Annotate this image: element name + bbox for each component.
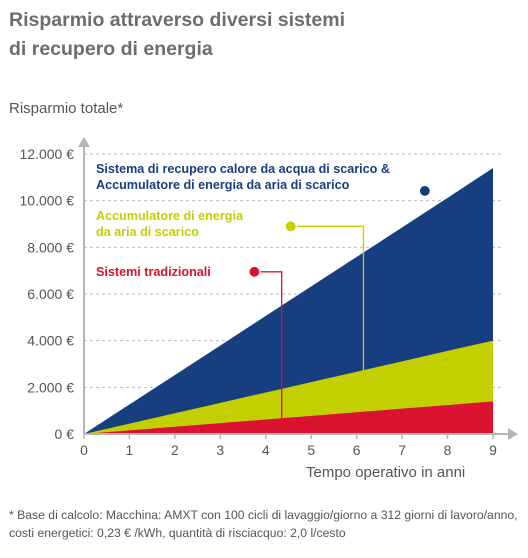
x-tick-label: 9 [489, 442, 497, 458]
y-tick-label: 0 € [55, 426, 75, 442]
x-axis-label: Tempo operativo in anni [306, 464, 466, 481]
series-marker-2 [284, 220, 297, 233]
y-tick-label: 6.000 € [27, 286, 74, 302]
chart-title-line-1: Risparmio attraverso diversi sistemi [9, 9, 345, 31]
x-tick-label: 1 [126, 442, 134, 458]
series-labels: Sistema di recupero calore da acqua di s… [96, 162, 390, 279]
series-leader-line-2 [290, 225, 365, 371]
series-label-3: Sistemi tradizionali [96, 265, 211, 279]
x-tick-label: 6 [353, 442, 361, 458]
x-tick-labels: 0 1 2 3 4 5 6 7 8 9 [80, 442, 497, 458]
series-label-1: Sistema di recupero calore da acqua di s… [96, 162, 390, 176]
x-tick-label: 0 [80, 442, 88, 458]
series-leader-line-3 [254, 271, 283, 419]
y-axis-label: Risparmio totale* [9, 100, 124, 117]
x-tick-label: 2 [171, 442, 179, 458]
series-marker-1 [418, 184, 431, 197]
series-area-3 [84, 401, 493, 434]
x-tick-label: 8 [444, 442, 452, 458]
y-tick-labels: 0 € 2.000 € 4.000 € 6.000 € 8.000 € 10.000 € 1… [20, 146, 75, 442]
axes [78, 137, 518, 440]
x-tick-label: 7 [398, 442, 406, 458]
y-tick-label: 2.000 € [27, 379, 74, 395]
chart-title-line-2: di recupero di energia [9, 38, 213, 60]
x-tick-label: 4 [262, 442, 270, 458]
series-label-2: Accumulatore di energia [96, 209, 244, 223]
x-axis-arrow [508, 428, 518, 440]
series-areas [84, 168, 493, 434]
y-tick-label: 12.000 € [20, 146, 75, 162]
series-leader-lines [248, 184, 431, 419]
series-label-1: Accumulatore di energia da aria di scari… [96, 178, 350, 192]
series-marker-3 [248, 265, 261, 278]
y-tick-label: 4.000 € [27, 333, 74, 349]
y-tick-label: 10.000 € [20, 193, 75, 209]
y-tick-label: 8.000 € [27, 239, 74, 255]
x-tick-label: 3 [216, 442, 224, 458]
x-tick-label: 5 [307, 442, 315, 458]
footnote: * Base di calcolo: Macchina: AMXT con 10… [9, 508, 518, 540]
chart-title: Risparmio attraverso diversi sistemi di … [9, 6, 519, 64]
y-axis-arrow [78, 137, 90, 147]
series-label-2: da aria di scarico [96, 225, 199, 239]
